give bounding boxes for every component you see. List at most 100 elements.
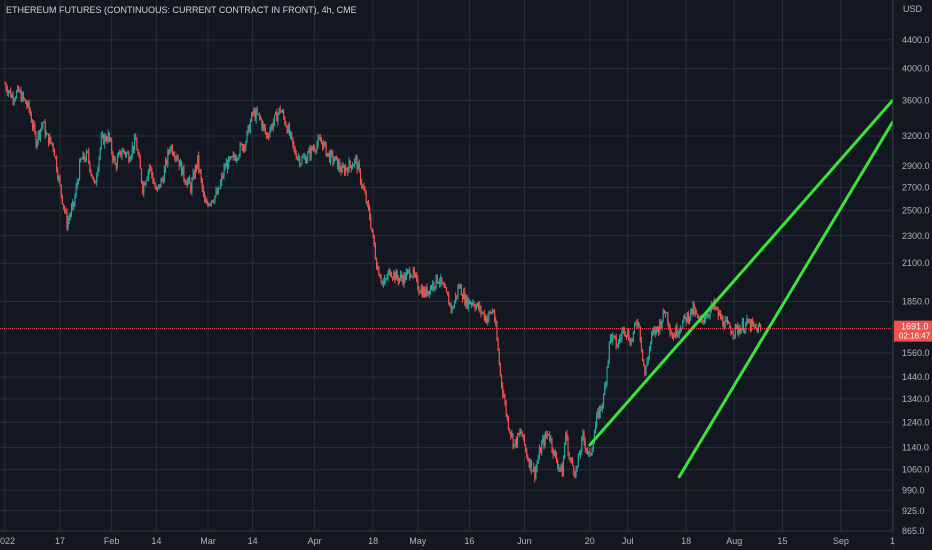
price-axis[interactable] [893,0,932,550]
candle-body [515,439,518,446]
candle-body [720,312,722,320]
candle-body [159,184,161,188]
candle-body [534,466,536,479]
candle-body [757,325,759,333]
candle-body [754,324,756,328]
price-axis-ticks: 4400.0 4000.0 3600.0 3200.0 2900.0 2700.0 2500… [902,35,930,536]
candle-body [97,168,99,176]
candle-body [127,152,129,154]
candle-body [722,316,724,326]
candle-body [745,323,747,331]
candle-body [572,459,574,466]
candle-body [467,299,469,308]
candle-body [647,357,649,362]
price-tick-label: 1560.0 [902,348,930,358]
candle-body [304,156,307,163]
candle-body [559,467,561,469]
candle-body [662,310,664,322]
candle-body [431,286,433,289]
candle-body [145,180,147,185]
candle-body [200,171,202,180]
time-tick-label: Jun [517,536,532,546]
candlestick-series [4,81,762,483]
candle-body [12,95,14,102]
candle-body [32,122,34,128]
candle-body [170,146,172,150]
candle-body [510,432,512,436]
candle-body [463,291,465,300]
candle-body [224,167,226,168]
candle-body [613,335,615,337]
candle-body [27,101,29,107]
candle-body [635,323,637,324]
candle-body [531,470,534,472]
candle-body [372,231,374,236]
candle-body [739,328,741,334]
candle-body [67,219,69,228]
trendline-lower[interactable] [677,120,895,479]
candle-body [419,291,421,293]
candle-body [582,432,584,438]
candle-body [503,393,505,398]
time-axis[interactable] [0,531,893,550]
candle-body [543,438,545,446]
candle-body [733,334,735,336]
candle-body [307,152,309,160]
candle-body [377,266,379,270]
candle-body [495,320,497,325]
candle-body [718,312,720,316]
candle-body [284,117,286,124]
candle-body [567,436,569,456]
candle-body [181,161,183,176]
trendline-upper[interactable] [588,98,895,447]
candle-body [379,275,381,278]
candle-body [730,328,732,334]
candle-body [140,168,143,183]
trendlines[interactable] [588,98,895,479]
candle-body [684,315,686,318]
candle-body [604,385,606,395]
candle-body [158,184,160,188]
candle-body [175,156,177,159]
candle-body [623,327,625,333]
candle-body [573,465,575,473]
candle-body [129,159,131,162]
candle-body [706,314,708,319]
candle-body [384,279,386,285]
time-tick-label: 18 [368,536,378,546]
candle-body [174,155,176,159]
time-tick-label: 16 [464,536,474,546]
candle-body [511,433,513,436]
candle-body [42,122,44,126]
candle-body [529,459,531,467]
candle-body [389,269,391,276]
candle-body [101,134,104,137]
candle-body [283,111,285,118]
candle-body [38,131,40,138]
price-tick-label: 1340.0 [902,394,930,404]
candle-body [687,313,690,322]
candle-body [631,339,633,341]
candle-body [18,87,20,92]
candle-body [400,274,402,279]
candle-body [240,144,242,145]
candle-body [625,334,628,337]
candle-body [176,156,178,159]
candle-body [759,325,761,327]
candle-body [353,164,355,167]
candle-body [112,152,114,161]
candle-body [75,186,77,197]
candle-body [168,150,170,152]
candle-body [411,276,413,277]
candle-body [455,295,457,302]
candle-body [504,397,506,402]
candle-body [249,121,251,133]
candle-body [452,307,454,309]
candle-body [35,132,37,147]
candle-body [398,278,401,282]
candle-body [85,151,88,161]
candle-body [650,341,652,349]
candle-body [277,113,279,122]
candle-body [597,410,599,415]
